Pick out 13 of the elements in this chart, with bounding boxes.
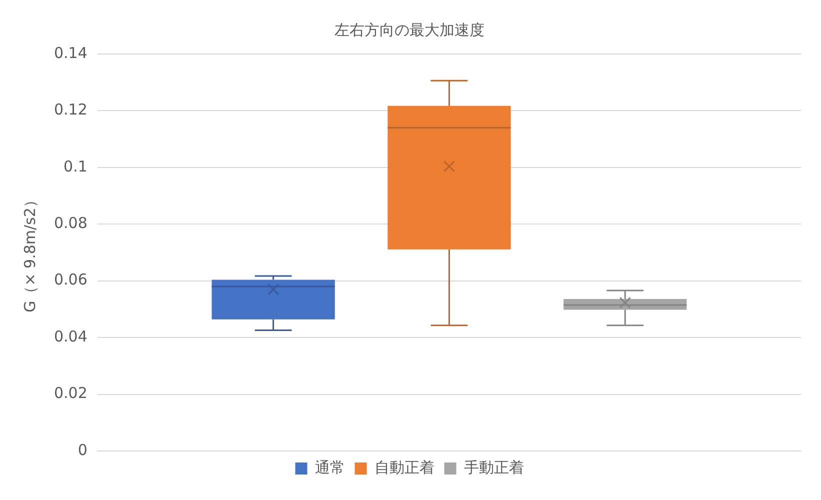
y-tick-label: 0 xyxy=(78,440,88,459)
legend-label: 自動正着 xyxy=(374,458,434,476)
legend-label: 通常 xyxy=(314,458,345,476)
y-tick-label: 0.06 xyxy=(54,270,88,289)
legend-label: 手動正着 xyxy=(464,458,524,476)
y-axis-title: G（× 9.8m/s2） xyxy=(20,192,39,312)
y-tick-label: 0.12 xyxy=(54,100,88,119)
y-tick-label: 0.08 xyxy=(54,214,88,232)
y-tick-label: 0.02 xyxy=(54,384,88,402)
y-tick-label: 0.04 xyxy=(54,327,88,346)
y-tick-label: 0.1 xyxy=(64,157,88,176)
chart-title: 左右方向の最大加速度 xyxy=(334,20,484,39)
y-tick-label: 0.14 xyxy=(54,44,88,62)
